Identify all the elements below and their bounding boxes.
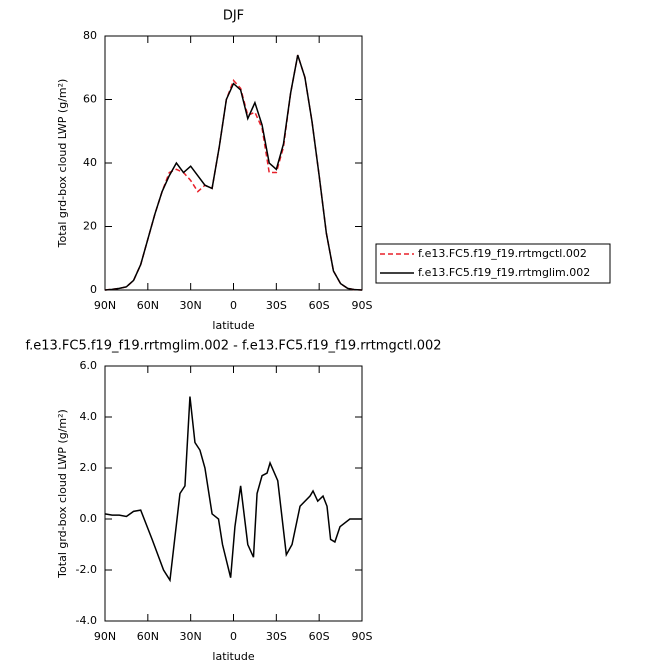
x-tick-label: 0 xyxy=(230,299,237,312)
line-series xyxy=(104,396,362,583)
panel: DJF latitude Total grd-box cloud LWP (g/m²… xyxy=(56,9,611,332)
x-tick-label: 60N xyxy=(137,299,159,312)
plot-frame xyxy=(104,365,363,622)
x-tick-label: 30S xyxy=(266,630,287,643)
y-tick-label: 60 xyxy=(83,93,97,106)
x-tick-label: 90N xyxy=(94,630,116,643)
y-tick-label: 20 xyxy=(83,220,97,233)
legend-box xyxy=(375,243,611,284)
x-tick-label: 30N xyxy=(180,299,202,312)
x-axis-label: latitude xyxy=(212,319,254,332)
x-tick-label: 90N xyxy=(94,299,116,312)
y-tick-label: 80 xyxy=(83,29,97,42)
y-tick-label: -2.0 xyxy=(76,563,97,576)
line-series xyxy=(104,54,363,291)
legend: f.e13.FC5.f19_f19.rrtmgctl.002 f.e13.FC5.… xyxy=(375,243,611,284)
y-tick-label: 0.0 xyxy=(80,512,98,525)
y-tick-label: 2.0 xyxy=(80,461,98,474)
y-tick-label: -4.0 xyxy=(76,614,97,627)
y-tick-label: 40 xyxy=(83,156,97,169)
x-tick-label: 30S xyxy=(266,299,287,312)
y-tick-label: 6.0 xyxy=(80,359,98,372)
y-tick-label: 4.0 xyxy=(80,410,98,423)
x-tick-label: 60S xyxy=(309,299,330,312)
x-tick-label: 90S xyxy=(352,630,373,643)
x-tick-label: 30N xyxy=(180,630,202,643)
x-tick-label: 90S xyxy=(352,299,373,312)
chart-title: DJF xyxy=(223,9,244,24)
legend-label: f.e13.FC5.f19_f19.rrtmgctl.002 xyxy=(418,247,587,260)
x-tick-label: 60N xyxy=(137,630,159,643)
x-tick-label: 0 xyxy=(230,630,237,643)
chart-title: f.e13.FC5.f19_f19.rrtmglim.002 - f.e13.F… xyxy=(25,339,441,354)
panel: f.e13.FC5.f19_f19.rrtmglim.002 - f.e13.F… xyxy=(25,339,441,664)
y-axis-label: Total grd-box cloud LWP (g/m²) xyxy=(56,409,69,579)
x-tick-label: 60S xyxy=(309,630,330,643)
y-tick-label: 0 xyxy=(90,283,97,296)
y-axis-label: Total grd-box cloud LWP (g/m²) xyxy=(56,79,69,249)
legend-label: f.e13.FC5.f19_f19.rrtmglim.002 xyxy=(418,266,590,279)
x-axis-label: latitude xyxy=(212,650,254,663)
